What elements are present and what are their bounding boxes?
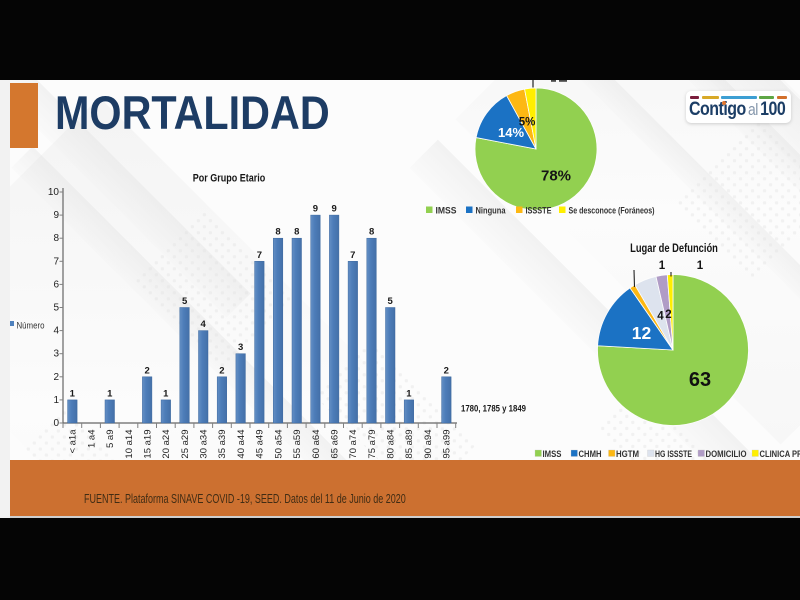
svg-text:8: 8 bbox=[294, 227, 299, 238]
svg-text:IMSS: IMSS bbox=[436, 206, 457, 217]
svg-text:45 a49: 45 a49 bbox=[255, 430, 266, 459]
svg-text:1: 1 bbox=[53, 395, 59, 406]
svg-text:5: 5 bbox=[182, 296, 188, 307]
svg-text:7: 7 bbox=[257, 250, 262, 261]
svg-text:10 a14: 10 a14 bbox=[124, 430, 135, 459]
svg-text:95 a99: 95 a99 bbox=[442, 430, 453, 459]
svg-text:3: 3 bbox=[238, 342, 243, 353]
svg-text:IMSS: IMSS bbox=[543, 449, 562, 459]
svg-text:9: 9 bbox=[331, 204, 336, 215]
svg-text:0: 0 bbox=[53, 418, 59, 429]
svg-text:2: 2 bbox=[665, 309, 671, 321]
svg-text:85 a89: 85 a89 bbox=[404, 430, 415, 459]
svg-text:50 a54: 50 a54 bbox=[273, 430, 284, 459]
svg-text:7: 7 bbox=[53, 256, 59, 267]
svg-text:2: 2 bbox=[53, 372, 59, 383]
svg-text:Se desconoce (Foráneos): Se desconoce (Foráneos) bbox=[569, 206, 655, 217]
svg-text:9: 9 bbox=[313, 204, 318, 215]
svg-text:2: 2 bbox=[219, 365, 224, 376]
svg-text:25 a29: 25 a29 bbox=[180, 430, 191, 459]
svg-text:75 a79: 75 a79 bbox=[367, 430, 378, 459]
svg-text:2: 2 bbox=[144, 365, 149, 376]
svg-text:1: 1 bbox=[70, 388, 76, 399]
svg-text:1 a4: 1 a4 bbox=[86, 430, 97, 449]
svg-text:65 a69: 65 a69 bbox=[329, 430, 340, 459]
svg-text:Ninguna: Ninguna bbox=[476, 206, 507, 217]
svg-text:1780, 1785 y 1849: 1780, 1785 y 1849 bbox=[461, 404, 526, 415]
svg-text:55 a59: 55 a59 bbox=[292, 430, 303, 459]
svg-text:78%: 78% bbox=[541, 168, 571, 185]
svg-text:5%: 5% bbox=[519, 117, 536, 129]
svg-text:CLINICA PR: CLINICA PR bbox=[760, 449, 800, 459]
svg-text:20 a24: 20 a24 bbox=[161, 430, 172, 459]
svg-text:1: 1 bbox=[659, 260, 666, 272]
svg-text:30 a34: 30 a34 bbox=[199, 430, 210, 459]
svg-text:< a1a: < a1a bbox=[68, 429, 79, 454]
svg-text:5: 5 bbox=[53, 303, 59, 314]
svg-text:4: 4 bbox=[657, 311, 664, 323]
svg-text:15 a19: 15 a19 bbox=[142, 430, 153, 459]
svg-text:90 a94: 90 a94 bbox=[423, 430, 434, 459]
svg-text:12: 12 bbox=[632, 323, 652, 343]
svg-text:60 a64: 60 a64 bbox=[311, 430, 322, 459]
svg-text:5 a9: 5 a9 bbox=[105, 430, 116, 449]
svg-text:14%: 14% bbox=[498, 125, 524, 140]
svg-text:8: 8 bbox=[369, 227, 374, 238]
svg-text:4: 4 bbox=[53, 326, 59, 337]
svg-text:DOMICILIO: DOMICILIO bbox=[706, 449, 747, 459]
svg-text:70 a74: 70 a74 bbox=[348, 430, 359, 459]
svg-text:3: 3 bbox=[53, 349, 59, 360]
svg-text:80 a84: 80 a84 bbox=[386, 430, 397, 459]
svg-text:HG ISSSTE: HG ISSSTE bbox=[655, 449, 692, 459]
svg-text:1: 1 bbox=[163, 388, 169, 399]
svg-text:8: 8 bbox=[53, 233, 59, 244]
svg-text:10: 10 bbox=[48, 187, 60, 198]
svg-text:1: 1 bbox=[697, 260, 704, 272]
svg-text:6: 6 bbox=[53, 279, 59, 290]
svg-text:2: 2 bbox=[444, 365, 449, 376]
svg-text:63: 63 bbox=[689, 369, 711, 391]
svg-text:35 a39: 35 a39 bbox=[217, 430, 228, 459]
svg-text:HGTM: HGTM bbox=[616, 449, 639, 459]
svg-text:8: 8 bbox=[275, 227, 280, 238]
svg-text:Número: Número bbox=[17, 321, 45, 332]
svg-text:9: 9 bbox=[53, 210, 59, 221]
svg-text:1: 1 bbox=[406, 388, 412, 399]
svg-text:40 a44: 40 a44 bbox=[236, 430, 247, 459]
svg-text:Por Grupo Etario: Por Grupo Etario bbox=[193, 173, 266, 185]
svg-text:1: 1 bbox=[107, 388, 113, 399]
svg-text:CHMH: CHMH bbox=[579, 449, 602, 459]
svg-text:7: 7 bbox=[350, 250, 355, 261]
svg-text:5: 5 bbox=[388, 296, 394, 307]
svg-text:Lugar de Defunción: Lugar de Defunción bbox=[630, 242, 718, 255]
svg-text:4: 4 bbox=[201, 319, 207, 330]
svg-text:ISSSTE: ISSSTE bbox=[526, 206, 552, 217]
